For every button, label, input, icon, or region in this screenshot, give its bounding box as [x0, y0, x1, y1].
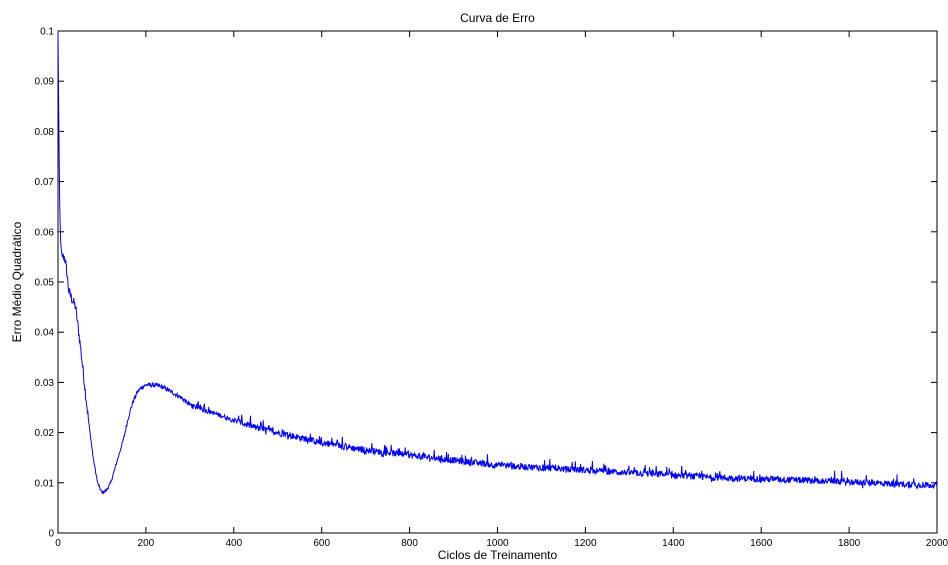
y-tick-label: 0 — [48, 529, 54, 540]
y-tick-label: 0.08 — [35, 127, 55, 138]
x-tick-label: 0 — [55, 538, 61, 549]
y-tick-label: 0.09 — [35, 77, 55, 88]
x-tick-label: 400 — [225, 538, 242, 549]
x-tick-label: 1800 — [838, 538, 861, 549]
x-tick-label: 600 — [313, 538, 330, 549]
y-tick-label: 0.06 — [35, 227, 55, 238]
y-tick-label: 0.01 — [35, 478, 55, 489]
x-tick-label: 1200 — [574, 538, 597, 549]
x-tick-label: 1600 — [750, 538, 773, 549]
series-line — [57, 30, 938, 495]
y-axis-label: Erro Médio Quadrático — [10, 221, 24, 342]
chart-title: Curva de Erro — [460, 11, 535, 25]
y-tick-label: 0.05 — [35, 278, 55, 289]
x-tick-label: 200 — [138, 538, 155, 549]
plot-area — [57, 30, 938, 495]
x-axis-label: Ciclos de Treinamento — [438, 548, 558, 562]
y-tick-label: 0.04 — [35, 328, 55, 339]
y-tick-label: 0.02 — [35, 428, 55, 439]
y-tick-label: 0.03 — [35, 378, 55, 389]
plot-frame — [57, 30, 938, 534]
axes: 0 200 400 600 800 1000 1200 1400 1600 1800 2000 0 0.… — [35, 27, 948, 550]
x-tick-label: 1000 — [486, 538, 509, 549]
x-tick-label: 800 — [401, 538, 418, 549]
y-tick-label: 0.1 — [40, 27, 54, 38]
x-tick-label: 1400 — [662, 538, 685, 549]
y-tick-label: 0.07 — [35, 177, 55, 188]
x-tick-label: 2000 — [926, 538, 948, 549]
